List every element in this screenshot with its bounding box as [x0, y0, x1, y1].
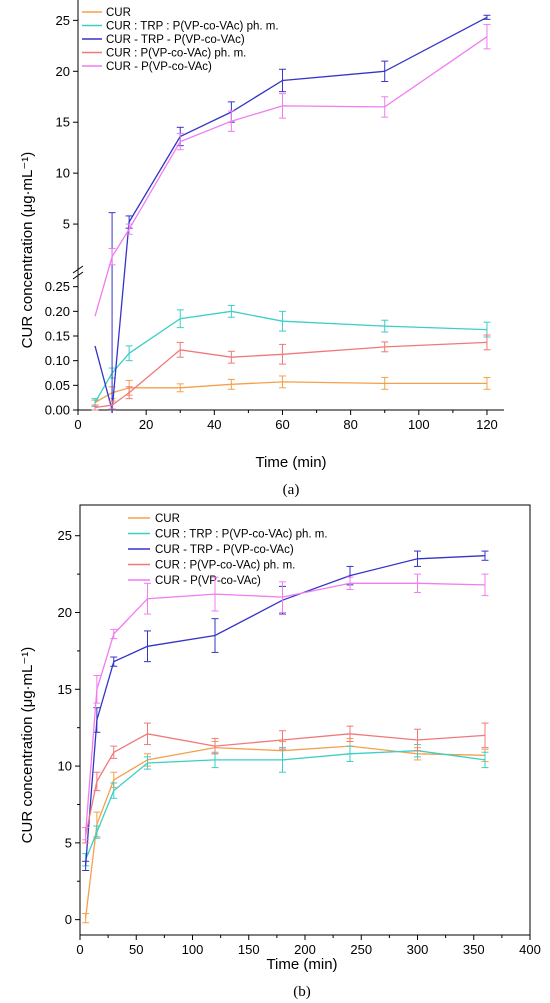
y-tick-label-a: 0.15 — [45, 329, 70, 344]
y-tick-label-a: 10 — [56, 166, 70, 181]
x-tick-label-a: 40 — [207, 417, 221, 432]
legend-b: CUR CUR : TRP : P(VP-co-VAc) ph. m. CUR - … — [128, 513, 328, 587]
chart-b: CUR CUR : TRP : P(VP-co-VAc) ph. m. CUR - … — [19, 504, 541, 1000]
x-tick-label-b: 50 — [129, 942, 143, 957]
x-tick-label-b: 250 — [350, 942, 372, 957]
y-tick-label-a: 20 — [56, 64, 70, 79]
x-tick-label-b: 400 — [519, 942, 541, 957]
series-a — [91, 14, 491, 411]
y-tick-label-b: 20 — [58, 605, 72, 620]
y-tick-label-b: 15 — [58, 682, 72, 697]
x-tick-label-a: 60 — [275, 417, 289, 432]
series-line-a-cur — [94, 381, 487, 404]
legend-label-a: CUR : P(VP-co-VAc) ph. m. — [106, 48, 246, 60]
y-tick-label-a: 0.10 — [45, 353, 70, 368]
x-tick-label-b: 300 — [407, 942, 429, 957]
panel-label-b: (b) — [293, 984, 311, 1000]
series-line-a-cur-trp-p-vp-co-vac-ph-m — [94, 310, 488, 403]
x-tick-label-b: 200 — [294, 942, 316, 957]
legend-label-b: CUR - P(VP-co-VAc) — [155, 575, 261, 587]
x-axis-title-a: Time (min) — [255, 454, 326, 471]
legend-label-b: CUR : TRP : P(VP-co-VAc) ph. m. — [155, 529, 328, 541]
series-line-b-cur-trp-p-vp-co-vac-ph-m — [84, 750, 486, 861]
y-tick-label-b: 10 — [58, 759, 72, 774]
legend-label-b: CUR : P(VP-co-VAc) ph. m. — [155, 560, 295, 572]
y-tick-label-b: 0 — [65, 912, 72, 927]
y-axis-title-a: CUR concentration (μg·mL⁻¹) — [19, 152, 36, 349]
x-tick-label-b: 150 — [238, 942, 260, 957]
x-tick-label-a: 0 — [74, 417, 81, 432]
y-tick-label-a: 0.25 — [45, 279, 70, 294]
axes-a: 0 20 40 60 80 100 120 0.00 0.05 0.10 0.15 0.20 0.25 5… — [45, 0, 504, 432]
series-line-a-cur-p-vp-co-vac-ph-m — [94, 341, 488, 409]
series-line-b-cur-trp-p-vp-co-vac — [84, 555, 486, 866]
x-tick-label-a: 100 — [408, 417, 430, 432]
series-line-b-cur-p-vp-co-vac — [84, 582, 486, 834]
x-tick-label-a: 80 — [343, 417, 357, 432]
x-axis-title-b: Time (min) — [266, 956, 337, 973]
legend-label-b: CUR - TRP - P(VP-co-VAc) — [155, 544, 294, 556]
series-line-a-cur-p-vp-co-vac — [94, 36, 488, 317]
axes-b: 0 50 100 150 200 250 300 350 400 0 5 10 15 20 25 — [58, 504, 541, 957]
axis-break-mark — [72, 265, 84, 274]
x-tick-label-a: 20 — [139, 417, 153, 432]
y-axis-title-b: CUR concentration (μg·mL⁻¹) — [19, 647, 36, 844]
plot-frame-b — [79, 504, 531, 936]
series-b — [82, 550, 489, 924]
y-tick-label-a: 15 — [56, 115, 70, 130]
y-tick-label-b: 25 — [58, 528, 72, 543]
y-tick-label-a: 5 — [63, 217, 70, 232]
x-tick-label-b: 100 — [182, 942, 204, 957]
x-tick-label-b: 0 — [76, 942, 83, 957]
series-line-a-cur-trp-p-vp-co-vac — [94, 16, 488, 411]
y-tick-label-b: 5 — [65, 835, 72, 850]
y-tick-label-a: 0.20 — [45, 304, 70, 319]
x-tick-label-b: 350 — [463, 942, 485, 957]
legend-label-a: CUR — [106, 7, 131, 19]
x-tick-label-a: 120 — [476, 417, 498, 432]
legend-label-b: CUR — [155, 513, 180, 525]
y-tick-label-a: 25 — [56, 13, 70, 28]
legend-label-a: CUR - TRP - P(VP-co-VAc) — [106, 34, 245, 46]
legend-label-a: CUR : TRP : P(VP-co-VAc) ph. m. — [106, 21, 279, 33]
axis-break-mark — [72, 271, 84, 280]
panel-label-a: (a) — [283, 482, 300, 498]
y-tick-label-a: 0.00 — [45, 403, 70, 418]
legend-label-a: CUR - P(VP-co-VAc) — [106, 61, 212, 73]
y-tick-label-a: 0.05 — [45, 378, 70, 393]
